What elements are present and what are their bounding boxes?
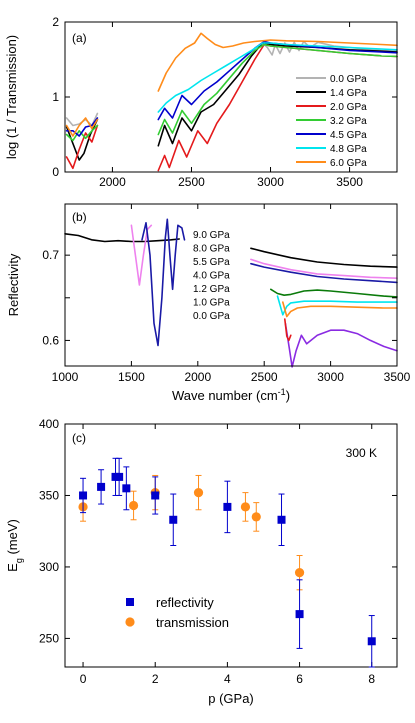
chart-c: 250 300 350 400 0 2 4 6 8 (c) 300 K p (GPa) Eg (meV)…	[5, 417, 398, 706]
y-tick-label: 250	[39, 631, 59, 645]
plot-frame	[64, 203, 398, 367]
x-tick-label: 3500	[384, 370, 411, 384]
reflectivity-point	[97, 482, 106, 491]
legend-label: 0.0 GPa	[330, 74, 367, 85]
temperature-annotation: 300 K	[346, 446, 377, 460]
x-tick-label: 6	[296, 672, 303, 686]
series-line-3-2-GPa	[157, 43, 398, 136]
legend-label: 8.0 GPa	[193, 244, 230, 255]
series-line-9-0-GPa	[64, 233, 180, 243]
series-line-1-0-GPa	[282, 301, 398, 318]
transmission-point	[251, 512, 261, 522]
legend-label: 1.2 GPa	[193, 284, 230, 295]
x-tick-label: 4	[224, 672, 231, 686]
legend-label-reflectivity: reflectivity	[156, 595, 214, 610]
x-tick-label: 0	[80, 672, 87, 686]
y-tick-label: 350	[39, 488, 59, 502]
legend-label: 1.0 GPa	[193, 298, 230, 309]
series-line-9-0-GPa	[250, 247, 398, 268]
x-axis-label: p (GPa)	[208, 691, 254, 706]
y-axis-label: Reflectivity	[6, 253, 21, 316]
x-tick-label: 2500	[251, 370, 278, 384]
legend-label-transmission: transmission	[156, 615, 229, 630]
series-line-0-0-GPa	[284, 322, 398, 368]
legend-label: 9.0 GPa	[193, 230, 230, 241]
legend-label: 4.8 GPa	[330, 144, 367, 155]
reflectivity-point	[169, 515, 178, 524]
y-tick-label: 0.7	[42, 248, 59, 262]
x-tick-label: 2000	[184, 370, 211, 384]
y-tick-label: 0.6	[42, 333, 59, 347]
series-line-5-5-GPa	[250, 262, 398, 284]
reflectivity-point	[277, 515, 286, 524]
series-line-6-0-GPa	[65, 117, 99, 137]
plot-frame	[64, 423, 398, 668]
y-tick-label: 2	[52, 15, 59, 29]
series-line-4-5-GPa	[157, 40, 398, 121]
panel-label: (a)	[72, 31, 87, 45]
x-tick-label: 3000	[317, 370, 344, 384]
y-tick-label: 0	[52, 165, 59, 179]
transmission-point	[294, 568, 305, 578]
series-line-4-8-GPa	[157, 42, 398, 113]
x-tick-label: 2	[152, 672, 159, 686]
series-line-8-0-GPa	[130, 224, 153, 286]
chart-b: 0.6 0.7 1000 1500 2000 2500 3000 3500 (b) Reflect…	[6, 203, 411, 403]
y-axis-label: log (1 / Transmission)	[4, 35, 19, 159]
panel-label: (b)	[72, 210, 87, 224]
legend-label: 6.0 GPa	[330, 158, 367, 169]
y-tick-label: 300	[39, 560, 59, 574]
y-tick-label: 1	[52, 90, 59, 104]
x-tick-label: 3000	[257, 175, 284, 189]
panel-label: (c)	[72, 431, 86, 445]
reflectivity-point	[115, 472, 124, 481]
series-line-8-0-GPa	[250, 258, 398, 279]
legend-label: 1.4 GPa	[330, 88, 367, 99]
series-line-4-5-GPa	[65, 117, 99, 137]
y-tick-label: 400	[39, 417, 59, 431]
series-line-extra-7	[284, 318, 292, 342]
reflectivity-point	[151, 491, 160, 500]
x-tick-label: 2000	[99, 175, 126, 189]
x-tick-label: 1000	[52, 370, 79, 384]
legend-label: 3.2 GPa	[330, 116, 367, 127]
legend-label: 0.0 GPa	[193, 311, 230, 322]
x-tick-label: 8	[368, 672, 375, 686]
legend-marker-reflectivity	[126, 598, 134, 606]
legend-label: 5.5 GPa	[193, 257, 230, 268]
reflectivity-point	[122, 484, 131, 493]
reflectivity-point	[223, 502, 232, 511]
series-line-1-2-GPa	[276, 295, 398, 316]
series-line-4-0-GPa	[270, 288, 398, 298]
series-line-6-0-GPa	[157, 32, 398, 92]
reflectivity-point	[79, 491, 88, 500]
reflectivity-point	[295, 610, 304, 619]
legend-label: 2.0 GPa	[330, 102, 367, 113]
x-axis-label: Wave number (cm-1)	[172, 387, 290, 403]
series-line-3-2-GPa	[65, 124, 99, 142]
x-tick-label: 1500	[118, 370, 145, 384]
reflectivity-point	[367, 637, 376, 646]
series-line-2-0-GPa	[65, 124, 99, 170]
legend-label: 4.0 GPa	[193, 271, 230, 282]
x-tick-label: 3500	[336, 175, 363, 189]
y-axis-label: Eg (meV)	[5, 519, 24, 572]
legend-marker-transmission	[125, 617, 135, 627]
transmission-point	[128, 500, 139, 511]
chart-a: 0 1 2 2000 2500 3000 3500 (a) log (1 / Transmiss…	[4, 15, 398, 189]
series-line-5-5-GPa	[141, 218, 186, 347]
x-tick-label: 2500	[178, 175, 205, 189]
transmission-point	[240, 502, 251, 512]
transmission-point	[193, 488, 204, 498]
legend-label: 4.5 GPa	[330, 130, 367, 141]
